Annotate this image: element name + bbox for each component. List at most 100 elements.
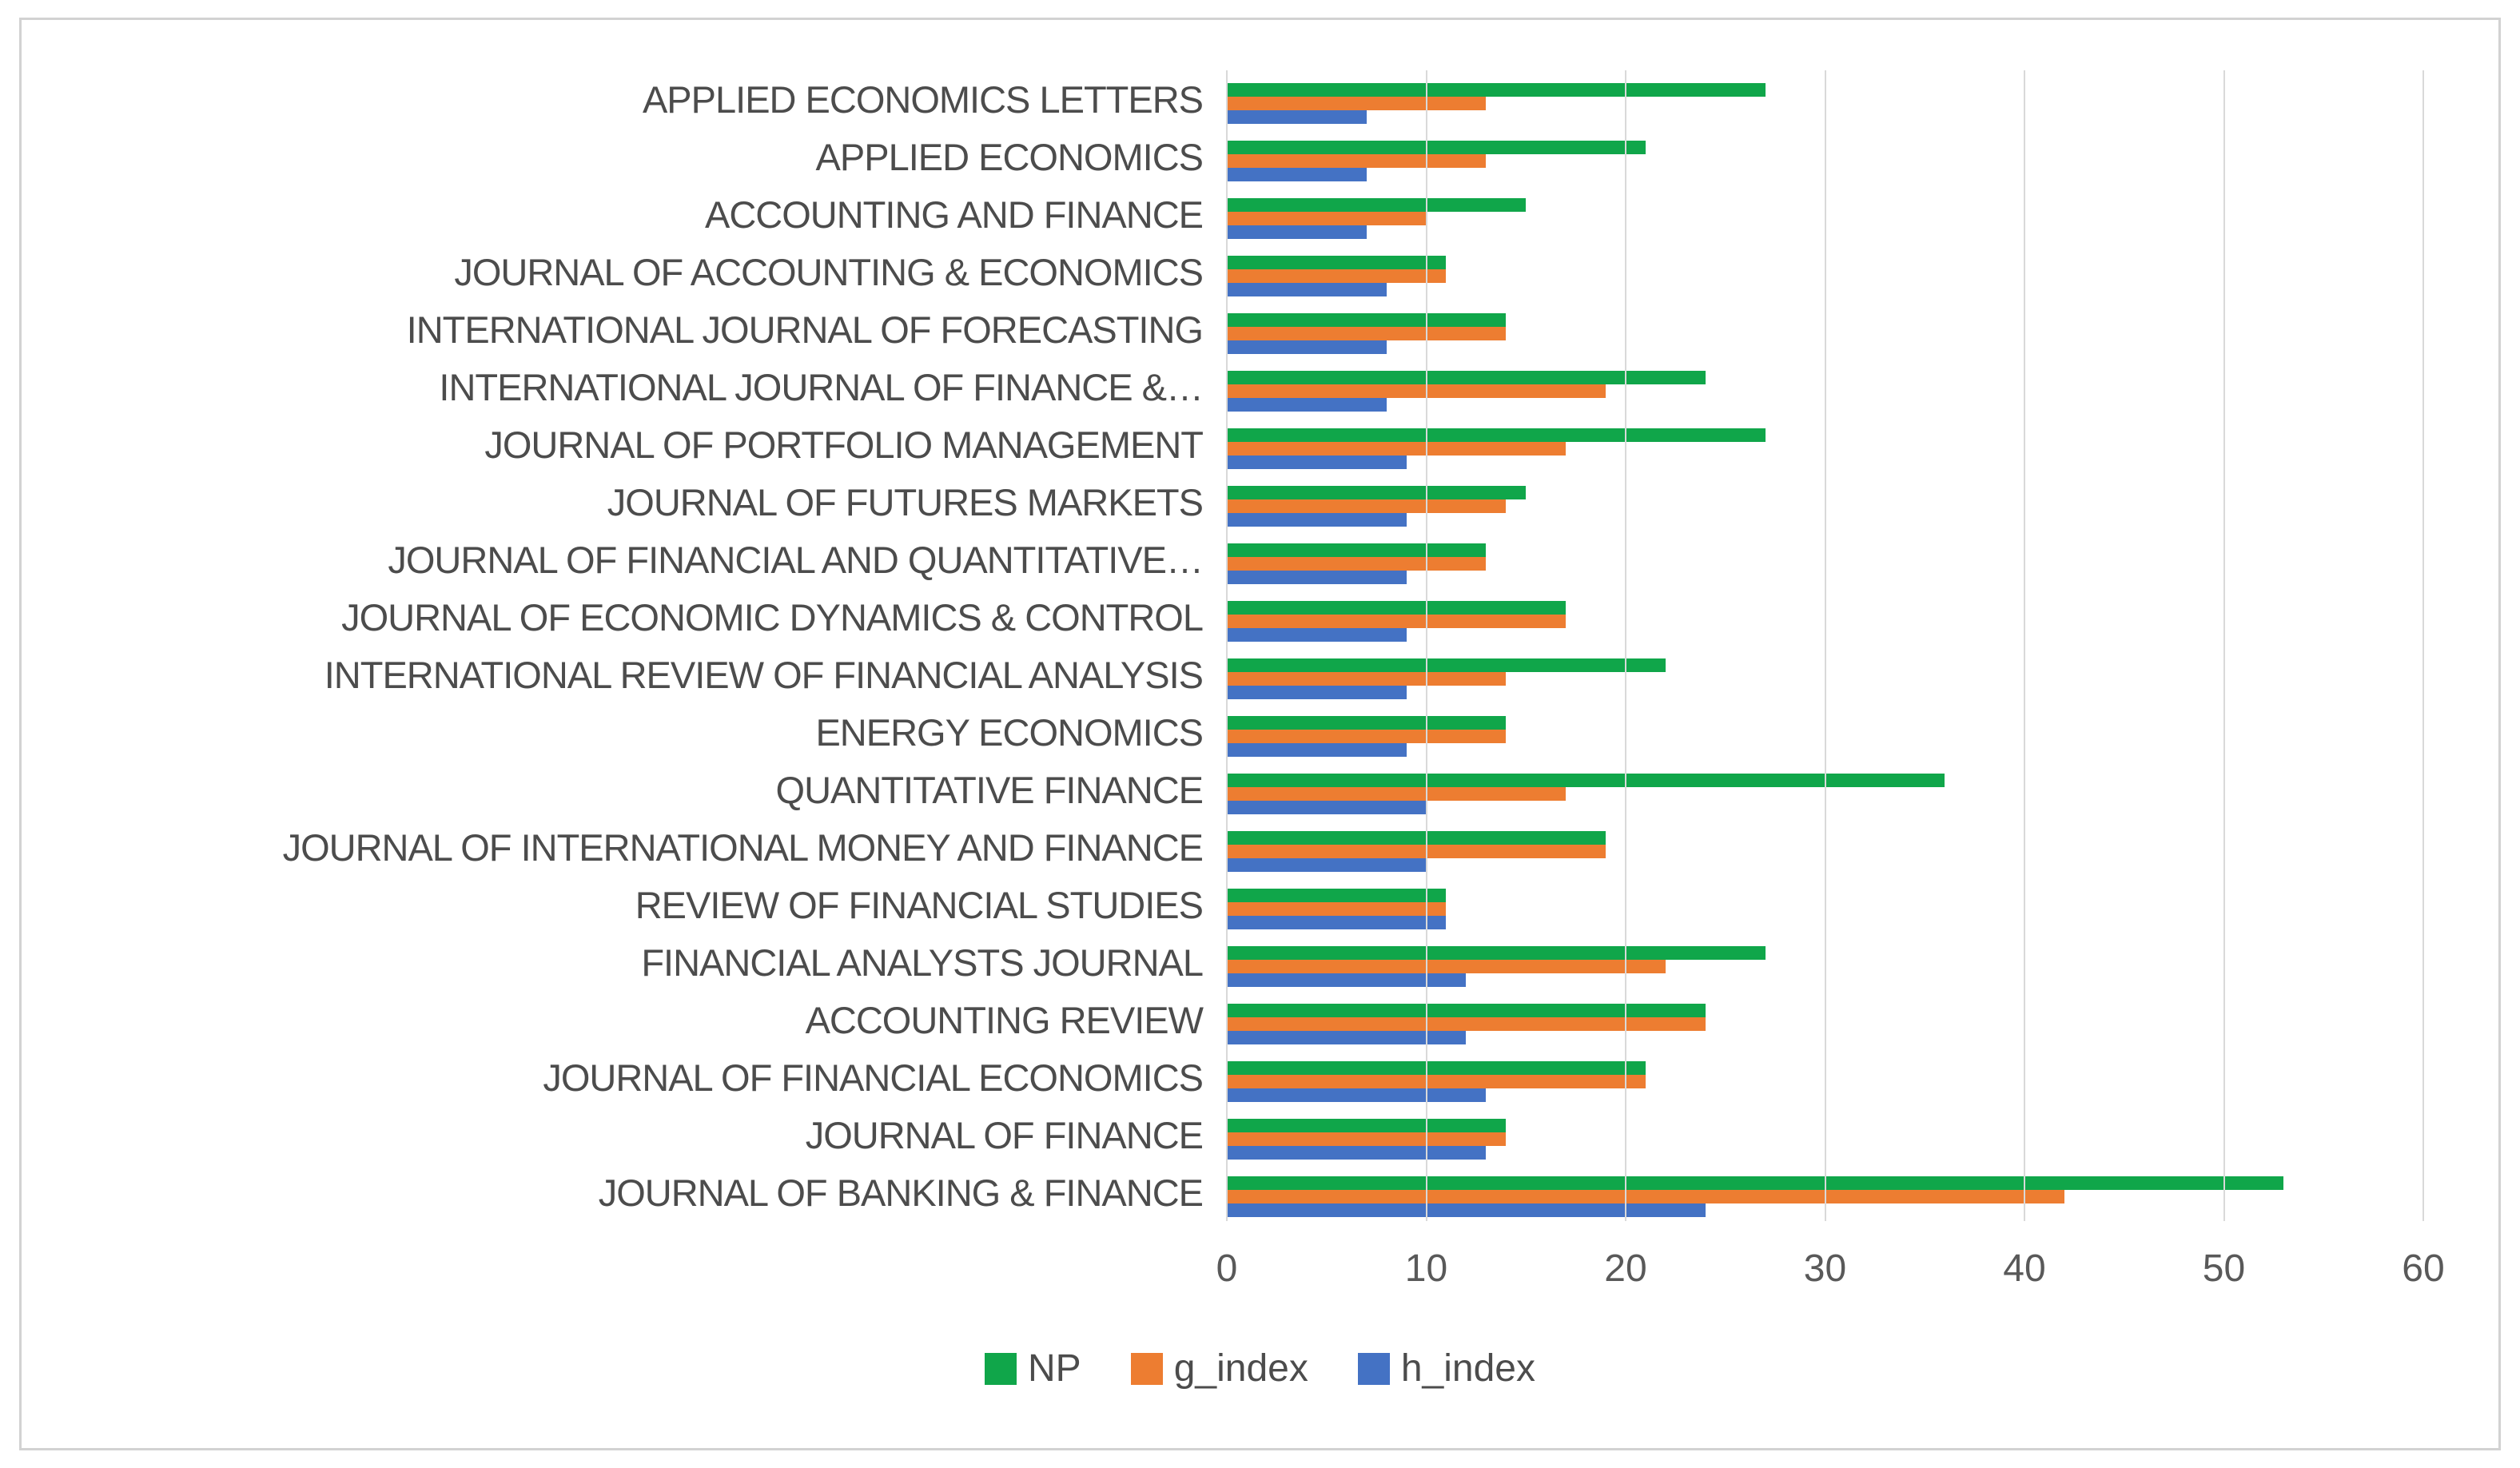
x-tick-label: 50	[2202, 1247, 2246, 1290]
legend-swatch-h-index	[1357, 1352, 1390, 1385]
bar-h-index	[1227, 225, 1367, 239]
bar-np	[1227, 1176, 2284, 1190]
bar-h-index	[1227, 686, 1407, 699]
grid-line	[1824, 70, 1826, 1221]
bar-g-index	[1227, 672, 1507, 686]
bar-row	[1227, 1106, 2474, 1164]
bar-row	[1227, 185, 2474, 243]
bar-np	[1227, 946, 1766, 960]
grid-line	[2422, 70, 2424, 1221]
bar-h-index	[1227, 1088, 1487, 1102]
bar-g-index	[1227, 845, 1606, 858]
grid-line	[1425, 70, 1427, 1221]
category-label: JOURNAL OF ACCOUNTING & ECONOMICS	[454, 250, 1204, 293]
bar-h-index	[1227, 973, 1467, 987]
bar-g-index	[1227, 97, 1487, 110]
legend: NP g_index h_index	[22, 1347, 2498, 1390]
category-axis: APPLIED ECONOMICS LETTERS APPLIED ECONOMI…	[30, 70, 1204, 1221]
grid-line	[2223, 70, 2225, 1221]
bar-row	[1227, 1048, 2474, 1106]
category-label: JOURNAL OF FINANCIAL AND QUANTITATIVE…	[388, 538, 1204, 581]
bar-row	[1227, 818, 2474, 876]
legend-item-h-index: h_index	[1357, 1347, 1535, 1390]
bar-row	[1227, 416, 2474, 473]
bar-g-index	[1227, 327, 1507, 340]
x-tick-label: 40	[2003, 1247, 2046, 1290]
bar-row	[1227, 933, 2474, 991]
bar-g-index	[1227, 154, 1487, 168]
grid-line	[1625, 70, 1626, 1221]
bar-np	[1227, 198, 1527, 212]
legend-label: h_index	[1400, 1347, 1535, 1390]
category-label: ACCOUNTING REVIEW	[805, 998, 1204, 1041]
bar-h-index	[1227, 456, 1407, 469]
bar-h-index	[1227, 571, 1407, 584]
category-label: JOURNAL OF FINANCIAL ECONOMICS	[543, 1056, 1204, 1099]
bar-np	[1227, 83, 1766, 97]
category-label: FINANCIAL ANALYSTS JOURNAL	[641, 941, 1204, 984]
bar-g-index	[1227, 1017, 1706, 1031]
bar-h-index	[1227, 628, 1407, 642]
bar-g-index	[1227, 557, 1487, 571]
category-label: INTERNATIONAL JOURNAL OF FINANCE &…	[439, 365, 1204, 408]
bar-row	[1227, 243, 2474, 300]
bar-row	[1227, 761, 2474, 818]
bar-np	[1227, 774, 1945, 787]
x-tick-label: 10	[1404, 1247, 1448, 1290]
bar-g-index	[1227, 902, 1447, 916]
bar-np	[1227, 141, 1646, 154]
bar-np	[1227, 543, 1487, 557]
bar-row	[1227, 646, 2474, 703]
bar-np	[1227, 716, 1507, 730]
bar-np	[1227, 256, 1447, 269]
legend-label: g_index	[1173, 1347, 1308, 1390]
grid-line	[2024, 70, 2025, 1221]
bar-np	[1227, 428, 1766, 442]
category-label: JOURNAL OF FUTURES MARKETS	[607, 480, 1204, 523]
bar-np	[1227, 658, 1666, 672]
bar-h-index	[1227, 743, 1407, 757]
bar-np	[1227, 1061, 1646, 1075]
bar-h-index	[1227, 801, 1427, 814]
bar-row	[1227, 473, 2474, 531]
bar-row	[1227, 70, 2474, 128]
bar-h-index	[1227, 398, 1387, 412]
bar-g-index	[1227, 499, 1507, 513]
bar-h-index	[1227, 283, 1387, 296]
bar-row	[1227, 128, 2474, 185]
x-tick-label: 20	[1604, 1247, 1647, 1290]
bar-g-index	[1227, 787, 1567, 801]
category-label: APPLIED ECONOMICS	[815, 135, 1204, 178]
category-label: INTERNATIONAL REVIEW OF FINANCIAL ANALYS…	[324, 653, 1204, 696]
bar-g-index	[1227, 212, 1427, 225]
category-label: JOURNAL OF FINANCE	[805, 1113, 1204, 1156]
category-label: INTERNATIONAL JOURNAL OF FORECASTING	[406, 308, 1204, 351]
bar-g-index	[1227, 269, 1447, 283]
bar-row	[1227, 991, 2474, 1048]
bar-row	[1227, 876, 2474, 933]
bar-h-index	[1227, 858, 1427, 872]
category-label: JOURNAL OF ECONOMIC DYNAMICS & CONTROL	[341, 595, 1204, 639]
bar-h-index	[1227, 1203, 1706, 1217]
grid-line	[1226, 70, 1228, 1221]
legend-swatch-g-index	[1130, 1352, 1163, 1385]
bar-h-index	[1227, 513, 1407, 527]
category-label: JOURNAL OF INTERNATIONAL MONEY AND FINAN…	[282, 826, 1204, 869]
bar-np	[1227, 601, 1567, 615]
category-label: JOURNAL OF BANKING & FINANCE	[598, 1171, 1204, 1214]
chart-frame: APPLIED ECONOMICS LETTERS APPLIED ECONOMI…	[19, 18, 2501, 1450]
category-label: JOURNAL OF PORTFOLIO MANAGEMENT	[484, 423, 1204, 466]
category-label: ACCOUNTING AND FINANCE	[705, 193, 1204, 236]
bar-np	[1227, 889, 1447, 902]
x-tick-label: 30	[1803, 1247, 1847, 1290]
bar-np	[1227, 831, 1606, 845]
bar-h-index	[1227, 1031, 1467, 1044]
bar-row	[1227, 300, 2474, 358]
legend-swatch-np	[985, 1352, 1017, 1385]
bar-h-index	[1227, 340, 1387, 354]
bar-np	[1227, 1119, 1507, 1132]
bar-row	[1227, 531, 2474, 588]
category-label: ENERGY ECONOMICS	[815, 710, 1204, 754]
plot-area	[1226, 70, 2474, 1221]
